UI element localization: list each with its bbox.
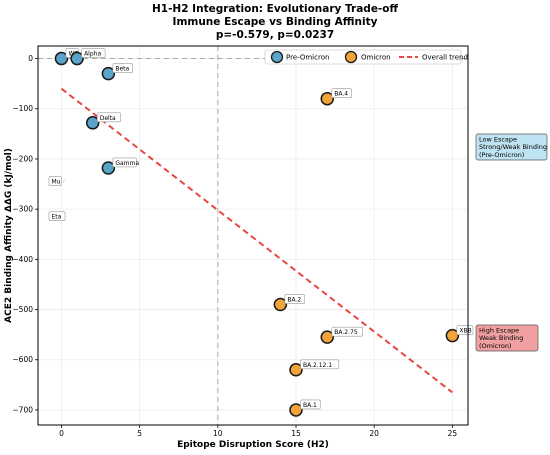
reference-lines	[38, 46, 468, 425]
point-label-group: Eta	[48, 211, 66, 221]
trend-line	[60, 87, 453, 394]
point-label-group: XBB	[456, 325, 474, 335]
point-label-box	[284, 294, 305, 304]
legend-marker	[344, 50, 358, 64]
legend-label: Overall trend	[422, 54, 468, 62]
legend-marker	[270, 50, 284, 64]
point-label-group: BA.2.75	[331, 326, 363, 337]
point-label-box	[331, 326, 363, 337]
point-label: BA.2.75	[334, 329, 358, 336]
point-label-box	[112, 157, 137, 168]
chart-title-line-3: p=-0.579, p=0.0237	[216, 29, 334, 41]
point-label: XBB	[459, 328, 471, 335]
legend-box	[264, 49, 462, 65]
point-label: BA.1	[303, 402, 317, 409]
data-point	[85, 116, 100, 130]
point-label-box	[331, 88, 352, 99]
y-tick-label: −400	[12, 255, 33, 264]
annotation-text: Strong/Weak Binding	[479, 143, 547, 151]
data-point	[101, 161, 116, 175]
point-label-box	[48, 211, 66, 221]
point-label-group: Delta	[96, 112, 122, 123]
annotation-box	[475, 133, 548, 161]
point-label: Eta	[51, 214, 61, 221]
data-point	[289, 363, 303, 377]
grid	[38, 46, 468, 425]
point-label: Alpha	[84, 51, 101, 58]
legend-label: Omicron	[361, 54, 391, 62]
y-tick-label: −200	[12, 154, 33, 163]
y-tick-label: 0	[28, 54, 33, 63]
x-tick-label: 15	[291, 429, 301, 438]
point-label-group: Beta	[112, 63, 133, 73]
point-label-box	[96, 112, 122, 123]
chart-title-line-2: Immune Escape vs Binding Affinity	[173, 16, 378, 28]
point-label-box	[81, 48, 106, 58]
point-label: Gamma	[115, 160, 139, 167]
annotation-text: (Omicron)	[479, 342, 512, 350]
point-label: Beta	[115, 66, 129, 73]
point-label-box	[300, 399, 321, 410]
data-point	[54, 51, 69, 66]
data-point	[273, 297, 288, 312]
point-label-group: Mu	[48, 176, 62, 186]
legend: Pre-Omicron Omicron Overall trend	[264, 49, 468, 65]
point-label-box	[112, 63, 133, 73]
point-label-box	[300, 359, 340, 370]
y-tick-label: −700	[12, 405, 33, 414]
point-label: BA.2	[287, 297, 301, 304]
point-label: BA.4	[334, 91, 348, 98]
data-point	[289, 403, 303, 417]
point-label-box	[48, 176, 62, 186]
x-tick-label: 25	[448, 429, 458, 438]
chart-title: H1-H2 Integration: Evolutionary Trade-of…	[152, 3, 399, 41]
data-point	[320, 91, 335, 106]
legend-label: Pre-Omicron	[286, 54, 329, 62]
y-tick-label: −100	[12, 104, 33, 113]
point-label-box	[456, 325, 474, 335]
x-axis-label: Epitope Disruption Score (H2)	[177, 440, 329, 450]
axis-ticks: 0 5 10 15 20 25 0 −100 −200 −300 −400 −500 −600 −700	[12, 54, 457, 438]
y-tick-label: −300	[12, 205, 33, 214]
point-label-group: Gamma	[112, 157, 139, 168]
annotation-box	[475, 324, 539, 352]
x-tick-label: 0	[59, 429, 64, 438]
annotation-text: (Pre-Omicron)	[479, 151, 524, 159]
point-label: BA.2.12.1	[303, 362, 332, 369]
y-tick-label: −500	[12, 305, 33, 314]
data-point	[70, 51, 84, 66]
y-axis-label: ACE2 Binding Affinity ΔΔG (kJ/mol)	[4, 148, 14, 323]
x-tick-label: 10	[213, 429, 223, 438]
point-label-group: BA.4	[331, 88, 352, 99]
annotation-text: High Escape	[479, 327, 519, 335]
chart-title-line-1: H1-H2 Integration: Evolutionary Trade-of…	[152, 3, 399, 15]
annotation-text: Low Escape	[479, 136, 517, 144]
point-label-group: BA.1	[300, 399, 321, 410]
point-label: Mu	[51, 179, 60, 186]
point-label-group: BA.2.12.1	[300, 359, 340, 370]
plot-frame	[37, 45, 469, 426]
point-label-group: BA.2	[284, 294, 305, 304]
annotation-text: Weak Binding	[479, 334, 523, 342]
trend-layer	[60, 87, 453, 394]
data-point	[320, 330, 335, 344]
x-tick-label: 5	[137, 429, 142, 438]
points-layer: WTAlphaBetaDeltaGammaBA.4BA.2BA.2.75XBBB…	[48, 48, 474, 417]
data-point	[445, 328, 460, 343]
point-label: Delta	[100, 115, 116, 122]
x-tick-label: 20	[369, 429, 379, 438]
label-leader-line	[62, 179, 65, 184]
point-label-group: Alpha	[81, 48, 106, 58]
y-tick-label: −600	[12, 355, 33, 364]
data-point	[101, 66, 116, 81]
